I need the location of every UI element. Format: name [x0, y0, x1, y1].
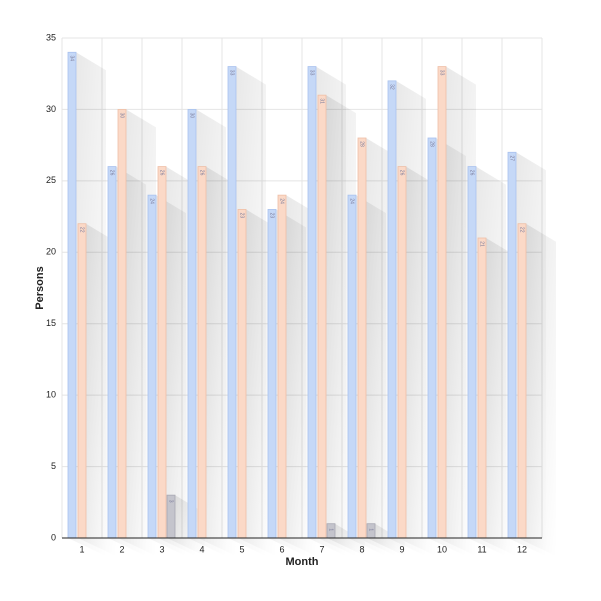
- data-label: 27: [509, 156, 515, 162]
- data-label: 26: [399, 170, 405, 176]
- x-tick-label: 6: [279, 544, 284, 554]
- data-label: 26: [199, 170, 205, 176]
- bar-shadow: [158, 166, 196, 557]
- y-axis-title: Persons: [34, 266, 46, 309]
- data-label: 1: [328, 528, 334, 531]
- x-tick-label: 3: [159, 544, 164, 554]
- data-label: 30: [189, 113, 195, 119]
- bar: [197, 166, 207, 539]
- bar-shadow: [478, 238, 516, 556]
- bar-shadow: [118, 109, 156, 556]
- y-tick-label: 30: [46, 104, 56, 114]
- data-label: 23: [239, 213, 245, 219]
- data-label: 33: [229, 70, 235, 76]
- x-tick-label: 7: [319, 544, 324, 554]
- bar: [357, 137, 367, 539]
- bar: [387, 80, 397, 539]
- y-tick-label: 5: [51, 461, 56, 471]
- data-label: 24: [149, 198, 155, 204]
- data-label: 1: [368, 528, 374, 531]
- data-label: 3: [168, 500, 174, 503]
- x-tick-label: 10: [437, 544, 447, 554]
- bar: [467, 166, 477, 539]
- data-label: 26: [159, 170, 165, 176]
- bar-shadow: [367, 523, 405, 556]
- bar: [67, 51, 77, 539]
- x-tick-label: 12: [517, 544, 527, 554]
- bar: [187, 109, 197, 539]
- data-label: 30: [119, 113, 125, 119]
- bar: [397, 166, 407, 539]
- data-label: 33: [439, 70, 445, 76]
- data-label: 33: [309, 70, 315, 76]
- x-axis-title: Month: [286, 556, 319, 568]
- bar: [507, 151, 517, 539]
- data-label: 21: [479, 241, 485, 247]
- bar-shadow: [438, 66, 476, 557]
- bar: [477, 237, 487, 539]
- bar-shadow: [78, 223, 116, 556]
- bar: [147, 194, 157, 539]
- bar-shadow: [318, 95, 356, 557]
- bar: [307, 66, 317, 539]
- data-label: 24: [279, 198, 285, 204]
- bar: [517, 223, 527, 539]
- data-label: 22: [519, 227, 525, 233]
- bar-shadow: [327, 523, 365, 556]
- y-tick-label: 35: [46, 32, 56, 42]
- bar-shadow: [278, 195, 316, 556]
- bar-shadow: [518, 223, 556, 556]
- bar-shadow: [238, 209, 276, 556]
- bar: [267, 209, 277, 539]
- data-label: 24: [349, 198, 355, 204]
- data-label: 31: [319, 98, 325, 104]
- x-tick-label: 2: [119, 544, 124, 554]
- y-tick-label: 10: [46, 390, 56, 400]
- bar: [227, 66, 237, 539]
- y-tick-label: 0: [51, 532, 56, 542]
- data-label: 26: [469, 170, 475, 176]
- data-label: 22: [79, 227, 85, 233]
- x-tick-label: 11: [477, 544, 486, 554]
- x-tick-label: 1: [79, 544, 84, 554]
- bar: [157, 166, 167, 539]
- bar: [437, 66, 447, 539]
- bar: [237, 209, 247, 539]
- data-label: 32: [389, 84, 395, 90]
- y-tick-label: 25: [46, 175, 56, 185]
- data-label: 34: [69, 56, 75, 62]
- bar-shadow: [398, 166, 436, 557]
- data-label: 26: [109, 170, 115, 176]
- x-tick-label: 8: [359, 544, 364, 554]
- data-label: 28: [359, 141, 365, 147]
- bar-shadow: [358, 138, 396, 556]
- bar: [347, 194, 357, 539]
- bar: [117, 109, 127, 539]
- bar: [427, 137, 437, 539]
- x-tick-label: 4: [199, 544, 204, 554]
- bar: [277, 194, 287, 539]
- bar: [77, 223, 87, 539]
- bar: [107, 166, 117, 539]
- bar: [317, 94, 327, 539]
- data-label: 23: [269, 213, 275, 219]
- x-tick-label: 9: [399, 544, 404, 554]
- y-tick-label: 15: [46, 318, 56, 328]
- x-tick-label: 5: [239, 544, 244, 554]
- data-label: 28: [429, 141, 435, 147]
- bar-shadow: [198, 166, 236, 557]
- y-tick-label: 20: [46, 247, 56, 257]
